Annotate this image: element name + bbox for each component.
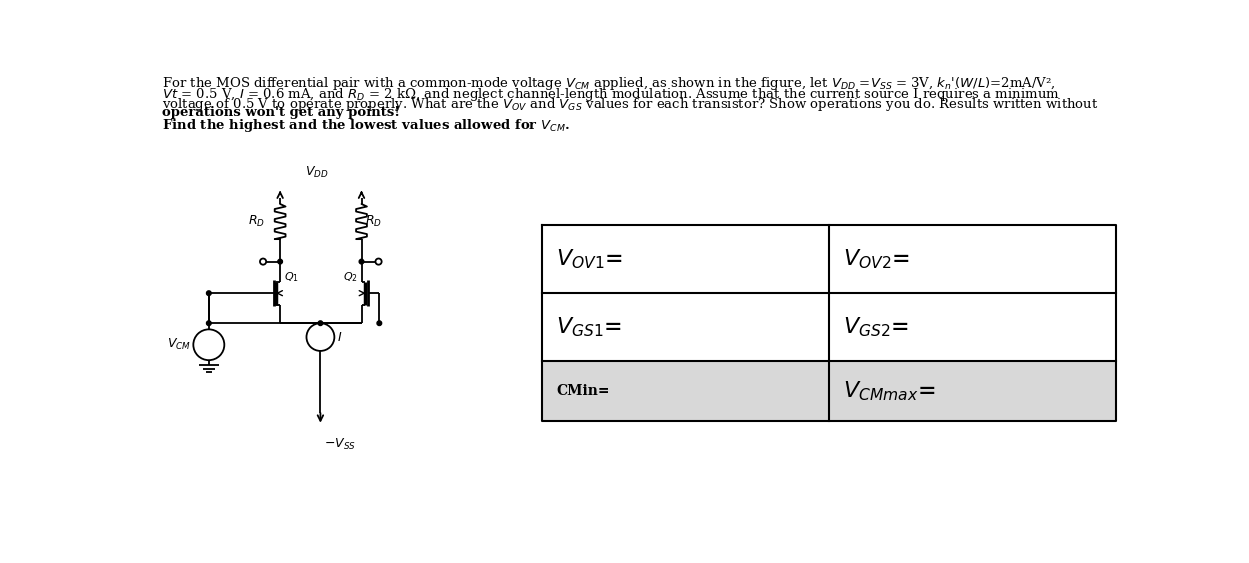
Circle shape <box>360 260 363 264</box>
Text: $V_{OV2}$=: $V_{OV2}$= <box>843 248 909 271</box>
Text: $Vt$ = 0.5 V, $I$ = 0.6 mA, and $R_D$ = 2 kΩ, and neglect channel-length modulat: $Vt$ = 0.5 V, $I$ = 0.6 mA, and $R_D$ = … <box>161 86 1059 102</box>
Text: For the MOS differential pair with a common-mode voltage $V_{CM}$ applied, as sh: For the MOS differential pair with a com… <box>161 75 1055 92</box>
Circle shape <box>306 323 335 351</box>
Text: operations won't get any points!: operations won't get any points! <box>161 106 400 119</box>
Circle shape <box>206 321 211 325</box>
Text: voltage of 0.5 V to operate properly. What are the $V_{OV}$ and $V_{GS}$ values : voltage of 0.5 V to operate properly. Wh… <box>161 96 1098 113</box>
Text: $-V_{SS}$: $-V_{SS}$ <box>323 437 356 452</box>
Text: +: + <box>204 335 214 345</box>
Circle shape <box>377 321 382 325</box>
Circle shape <box>277 260 282 264</box>
Text: $Q_2$: $Q_2$ <box>342 270 357 284</box>
Circle shape <box>260 258 266 265</box>
Text: $V_{GS2}$=: $V_{GS2}$= <box>843 315 909 339</box>
Circle shape <box>318 321 322 325</box>
Bar <box>542 293 1115 361</box>
Text: $Q_1$: $Q_1$ <box>284 270 299 284</box>
Text: $V_{CMmax}$=: $V_{CMmax}$= <box>843 379 936 403</box>
Text: Find the highest and the lowest values allowed for $V_{CM}$.: Find the highest and the lowest values a… <box>161 117 570 134</box>
Text: $V_{DD}$: $V_{DD}$ <box>305 165 328 180</box>
Text: $R_D$: $R_D$ <box>366 214 382 229</box>
Bar <box>542 225 1115 293</box>
Text: $I$: $I$ <box>337 330 342 343</box>
Text: $V_{OV1}$=: $V_{OV1}$= <box>556 248 623 271</box>
Circle shape <box>376 258 382 265</box>
Text: CMin=: CMin= <box>556 384 610 398</box>
Text: $V_{CM}$: $V_{CM}$ <box>167 337 191 352</box>
Text: −: − <box>204 343 214 356</box>
Text: $R_D$: $R_D$ <box>247 214 265 229</box>
Bar <box>542 361 1115 421</box>
Circle shape <box>206 291 211 296</box>
Circle shape <box>194 329 225 360</box>
Text: $V_{GS1}$=: $V_{GS1}$= <box>556 315 622 339</box>
